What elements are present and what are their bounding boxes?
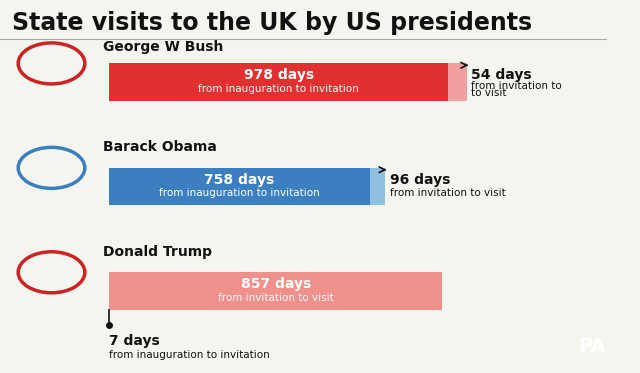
Text: Barack Obama: Barack Obama [103, 140, 217, 154]
FancyBboxPatch shape [109, 63, 449, 101]
Text: State visits to the UK by US presidents: State visits to the UK by US presidents [12, 11, 532, 35]
Text: to visit: to visit [472, 88, 507, 98]
FancyBboxPatch shape [370, 168, 385, 205]
Text: from inauguration to invitation: from inauguration to invitation [198, 84, 359, 94]
Text: 54 days: 54 days [472, 68, 532, 82]
Text: from invitation to: from invitation to [472, 81, 562, 91]
Text: from invitation to visit: from invitation to visit [390, 188, 506, 198]
Text: 978 days: 978 days [244, 68, 314, 82]
FancyBboxPatch shape [109, 168, 370, 205]
Text: 96 days: 96 days [390, 173, 450, 187]
Text: 758 days: 758 days [204, 173, 275, 187]
FancyBboxPatch shape [109, 272, 442, 310]
FancyBboxPatch shape [449, 63, 467, 101]
Text: from invitation to visit: from invitation to visit [218, 293, 333, 303]
Text: George W Bush: George W Bush [103, 40, 223, 54]
Text: PA: PA [579, 338, 605, 356]
Text: from inauguration to invitation: from inauguration to invitation [159, 188, 320, 198]
Text: from inauguration to invitation: from inauguration to invitation [109, 350, 270, 360]
Text: 857 days: 857 days [241, 277, 311, 291]
Text: Donald Trump: Donald Trump [103, 245, 212, 259]
Text: 7 days: 7 days [109, 334, 160, 348]
